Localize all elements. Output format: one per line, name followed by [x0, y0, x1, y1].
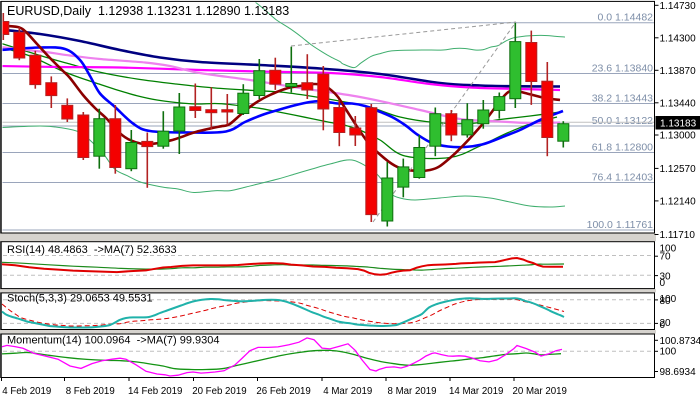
svg-text:1.12140: 1.12140 [660, 197, 697, 208]
svg-text:1.14300: 1.14300 [660, 33, 697, 44]
svg-text:70: 70 [660, 252, 672, 263]
svg-text:20 Mar 2019: 20 Mar 2019 [512, 386, 566, 397]
svg-text:61.8 1.12800: 61.8 1.12800 [592, 141, 653, 153]
svg-text:100: 100 [660, 347, 677, 358]
svg-text:0.0 1.14482: 0.0 1.14482 [598, 12, 654, 24]
svg-text:Momentum(14) 100.0964 ->MA(7): Momentum(14) 100.0964 ->MA(7) 99.9304 [7, 334, 219, 346]
svg-text:1.13183: 1.13183 [660, 119, 697, 130]
svg-text:76.4 1.12403: 76.4 1.12403 [592, 171, 653, 183]
svg-text:1.13000: 1.13000 [660, 131, 697, 142]
svg-text:14 Feb 2019: 14 Feb 2019 [128, 386, 182, 397]
svg-text:1.11710: 1.11710 [660, 230, 696, 241]
svg-text:20: 20 [660, 318, 672, 329]
svg-text:1.13870: 1.13870 [660, 66, 697, 77]
svg-text:0: 0 [660, 320, 666, 331]
svg-text:80: 80 [660, 296, 672, 307]
svg-text:100: 100 [660, 243, 677, 254]
svg-text:Stoch(5,3,3) 29.0653 49.5531: Stoch(5,3,3) 29.0653 49.5531 [7, 293, 153, 305]
svg-text:100.0 1.11761: 100.0 1.11761 [587, 219, 654, 231]
svg-text:38.2 1.13443: 38.2 1.13443 [592, 92, 653, 104]
svg-text:RSI(14) 48.4863 ->MA(7) 52.36: RSI(14) 48.4863 ->MA(7) 52.3633 [7, 244, 177, 256]
svg-text:26 Feb 2019: 26 Feb 2019 [256, 386, 310, 397]
svg-text:EURUSD,Daily 1.12938 1.13231: EURUSD,Daily 1.12938 1.13231 1.12890 1.1… [7, 4, 289, 18]
svg-text:4 Feb 2019: 4 Feb 2019 [2, 386, 51, 397]
svg-text:100: 100 [660, 294, 677, 305]
svg-text:1.13440: 1.13440 [660, 98, 697, 109]
svg-text:1.14730: 1.14730 [660, 1, 697, 12]
svg-text:4 Mar 2019: 4 Mar 2019 [323, 386, 372, 397]
svg-text:8 Feb 2019: 8 Feb 2019 [66, 386, 115, 397]
svg-text:30: 30 [660, 272, 672, 283]
svg-text:1.12570: 1.12570 [660, 164, 697, 175]
svg-text:14 Mar 2019: 14 Mar 2019 [449, 386, 503, 397]
svg-text:100.8734: 100.8734 [660, 336, 700, 347]
svg-text:0: 0 [660, 278, 666, 289]
svg-text:8 Mar 2019: 8 Mar 2019 [387, 386, 436, 397]
svg-text:20 Feb 2019: 20 Feb 2019 [192, 386, 246, 397]
svg-text:23.6 1.13840: 23.6 1.13840 [592, 62, 653, 74]
svg-text:98.6934: 98.6934 [660, 367, 697, 378]
svg-text:50.0 1.13122: 50.0 1.13122 [592, 115, 653, 127]
